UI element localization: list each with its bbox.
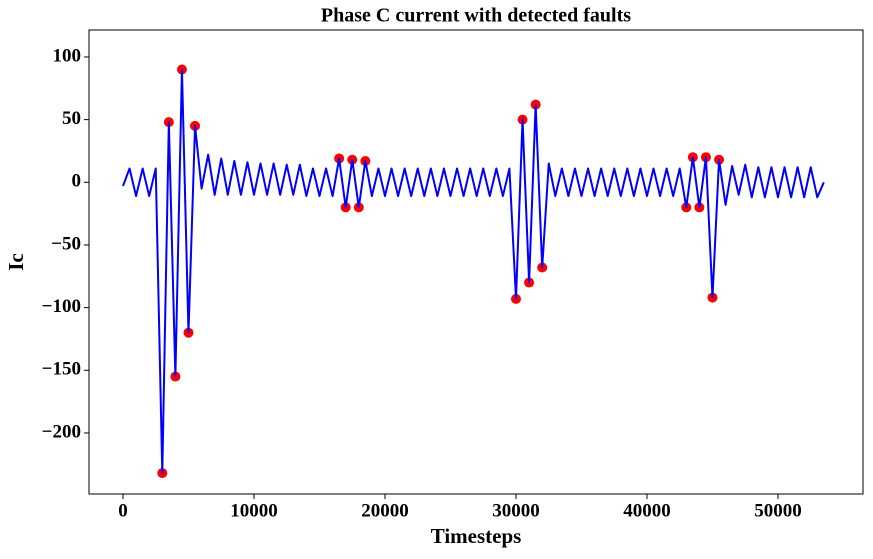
x-tick-label: 0 [118, 500, 128, 521]
y-tick-label: −100 [42, 296, 81, 317]
x-tick-label: 10000 [230, 500, 278, 521]
y-tick-label: 100 [53, 45, 82, 66]
y-tick-label: 0 [72, 171, 82, 192]
chart-title: Phase C current with detected faults [321, 5, 631, 27]
x-tick-label: 30000 [492, 500, 540, 521]
plot-frame [88, 29, 864, 495]
x-tick-label: 50000 [754, 500, 802, 521]
x-tick-label: 20000 [361, 500, 409, 521]
x-axis-label: Timesteps [431, 524, 522, 548]
x-tick-label: 40000 [623, 500, 671, 521]
signal-line [122, 68, 825, 475]
y-tick-label: −50 [51, 233, 81, 254]
y-tick-label: −150 [42, 359, 81, 380]
y-axis-label: Ic [4, 253, 28, 271]
y-tick-label: −200 [42, 421, 81, 442]
y-tick-label: 50 [62, 108, 81, 129]
